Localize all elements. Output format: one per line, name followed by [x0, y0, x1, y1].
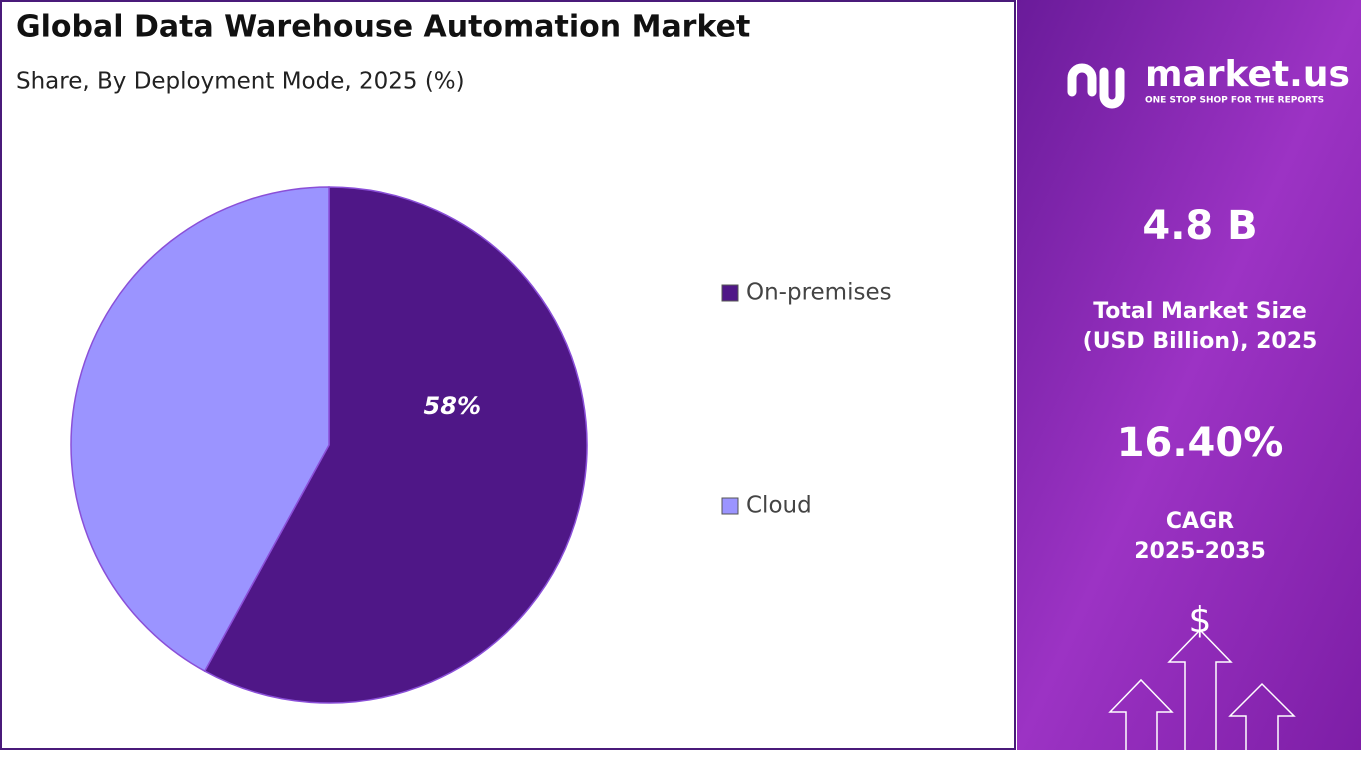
pie-slice	[70, 186, 330, 673]
legend-label: Cloud	[746, 493, 812, 519]
logo-text: market.us	[1145, 54, 1350, 95]
data-label: 58%	[424, 392, 481, 420]
chart-subtitle: Share, By Deployment Mode, 2025 (%)	[16, 69, 465, 95]
pie: 58%	[70, 186, 588, 704]
dollar-icon: $	[1189, 600, 1212, 641]
legend-swatch	[721, 497, 739, 515]
chart-title: Global Data Warehouse Automation Market	[16, 10, 750, 45]
cagr-label: CAGR	[1166, 509, 1234, 534]
side-panel	[1017, 0, 1361, 750]
market-size: 4.8 B	[1142, 203, 1257, 249]
market-size-label: (USD Billion), 2025	[1083, 329, 1318, 354]
legend-label: On-premises	[746, 280, 892, 306]
cagr-label: 2025-2035	[1134, 539, 1266, 564]
legend-swatch	[721, 284, 739, 302]
cagr-value: 16.40%	[1117, 420, 1284, 466]
logo-icon	[1067, 63, 1125, 109]
market-size-label: Total Market Size	[1093, 299, 1307, 324]
legend: On-premises Cloud	[721, 280, 892, 519]
logo-tagline: ONE STOP SHOP FOR THE REPORTS	[1145, 96, 1324, 106]
arrows-icon	[1108, 628, 1296, 750]
pie-slice	[203, 186, 588, 704]
